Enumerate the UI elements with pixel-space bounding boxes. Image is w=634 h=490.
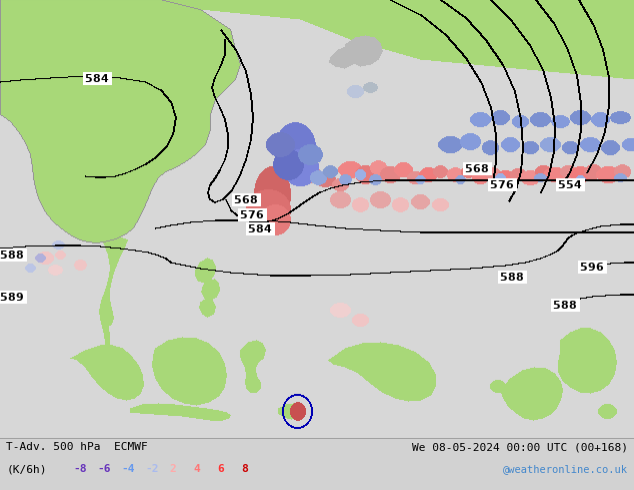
Text: We 08-05-2024 00:00 UTC (00+168): We 08-05-2024 00:00 UTC (00+168) [411, 442, 628, 452]
Text: -6: -6 [97, 464, 110, 474]
Text: -4: -4 [121, 464, 134, 474]
Text: @weatheronline.co.uk: @weatheronline.co.uk [503, 464, 628, 474]
Text: 2: 2 [169, 464, 176, 474]
Text: 4: 4 [193, 464, 200, 474]
Text: -2: -2 [145, 464, 158, 474]
Text: T-Adv. 500 hPa  ECMWF: T-Adv. 500 hPa ECMWF [6, 442, 148, 452]
Text: 6: 6 [217, 464, 224, 474]
Text: -8: -8 [73, 464, 86, 474]
Text: 8: 8 [242, 464, 249, 474]
Text: (K/6h): (K/6h) [6, 464, 47, 474]
